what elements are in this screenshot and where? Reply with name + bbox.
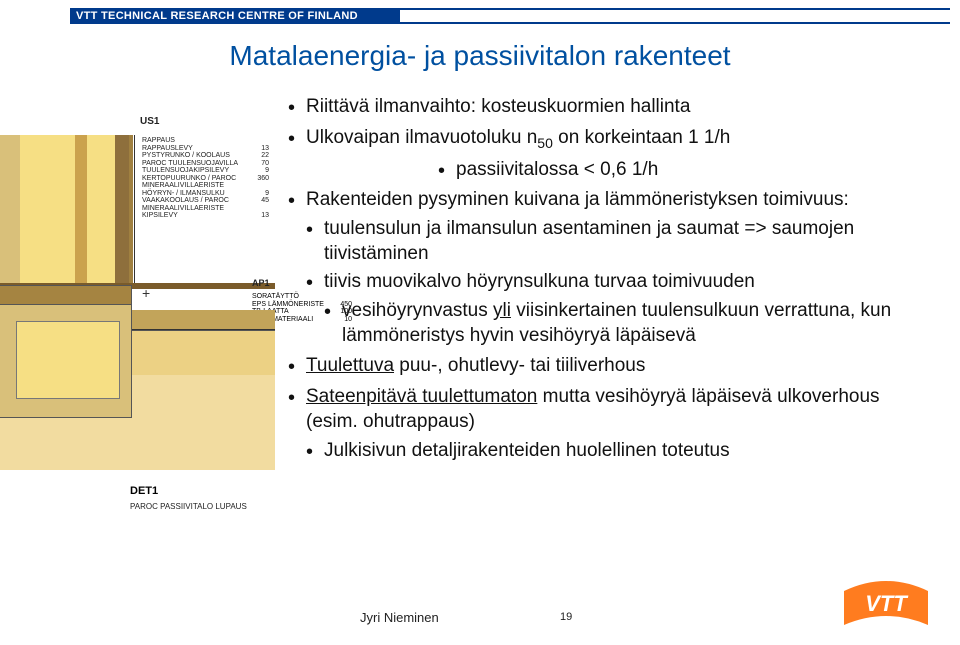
layer-row: RAPPAUSLEVY13 bbox=[142, 145, 269, 153]
layer-insulation-outer bbox=[20, 135, 75, 285]
bullet-l2-list: tuulensulun ja ilmansulun asentaminen ja… bbox=[306, 217, 930, 348]
bullet-l1: Tuulettuva puu-, ohutlevy- tai tiiliverh… bbox=[288, 354, 930, 379]
bullet-l2: tiivis muovikalvo höyrynsulkuna turvaa t… bbox=[306, 270, 930, 348]
layer-name: MINERAALIVILLAERISTE bbox=[142, 205, 247, 213]
bullet-l2: tuulensulun ja ilmansulun asentaminen ja… bbox=[306, 217, 930, 266]
layer-val: 360 bbox=[247, 175, 269, 183]
slide: VTT TECHNICAL RESEARCH CENTRE OF FINLAND… bbox=[0, 0, 960, 645]
header-rule-top bbox=[400, 8, 950, 10]
vtt-logo-text: VTT bbox=[865, 591, 908, 616]
layer-row: RAPPAUS bbox=[142, 137, 269, 145]
layer-row: HÖYRYN- / ILMANSULKU9 bbox=[142, 190, 269, 198]
vtt-logo: VTT bbox=[840, 577, 932, 629]
layer-batten bbox=[75, 135, 87, 285]
bullet-l3-list: vesihöyrynvastus yli viisinkertainen tuu… bbox=[324, 299, 930, 348]
layer-insulation-inner bbox=[87, 135, 115, 285]
bullet-l2-list: Julkisivun detaljirakenteiden huolelline… bbox=[306, 439, 930, 464]
footing-plate bbox=[0, 285, 132, 305]
bullet-l1: Ulkovaipan ilmavuotoluku n50 on korkeint… bbox=[288, 126, 930, 152]
layer-name: KERTOPUURUNKO / PAROC bbox=[142, 175, 247, 183]
layer-row: PYSTYRUNKO / KOOLAUS22 bbox=[142, 152, 269, 160]
layer-val: 70 bbox=[247, 160, 269, 168]
detail-code: DET1 bbox=[130, 485, 158, 497]
layer-row: PAROC TUULENSUOJAVILLA70 bbox=[142, 160, 269, 168]
layer-val: 45 bbox=[247, 197, 269, 205]
layer-name: KIPSILEVY bbox=[142, 212, 247, 220]
layer-name: PYSTYRUNKO / KOOLAUS bbox=[142, 152, 247, 160]
slide-title: Matalaenergia- ja passiivitalon rakentee… bbox=[0, 40, 960, 72]
layer-name: MINERAALIVILLAERISTE bbox=[142, 182, 247, 190]
foundation-slab bbox=[0, 285, 275, 470]
layer-name: TUULENSUOJAKIPSILEVY bbox=[142, 167, 247, 175]
layer-name: RAPPAUS bbox=[142, 137, 247, 145]
header-rule-bot bbox=[400, 22, 950, 24]
layer-val: 9 bbox=[247, 167, 269, 175]
bullet-list: Riittävä ilmanvaihto: kosteuskuormien ha… bbox=[288, 95, 930, 463]
layer-slab-concrete bbox=[120, 310, 275, 330]
section-code-us1: US1 bbox=[140, 117, 159, 128]
detail-subtitle: PAROC PASSIIVITALO LUPAUS bbox=[130, 503, 247, 511]
layer-val: 9 bbox=[247, 190, 269, 198]
diagram-column: IS RAKENNE- N MUKAISESTI US1 RAPPAUSRAPP… bbox=[0, 95, 280, 575]
main-row: IS RAKENNE- N MUKAISESTI US1 RAPPAUSRAPP… bbox=[0, 95, 930, 575]
layers-us1: RAPPAUSRAPPAUSLEVY13PYSTYRUNKO / KOOLAUS… bbox=[142, 137, 269, 220]
layer-val bbox=[247, 182, 269, 190]
bullet-column: Riittävä ilmanvaihto: kosteuskuormien ha… bbox=[280, 95, 930, 575]
wall-assembly bbox=[0, 135, 135, 285]
footing-insulation bbox=[16, 321, 120, 399]
bullet-l1: passiivitalossa < 0,6 1/h bbox=[438, 158, 930, 183]
layer-val: 22 bbox=[247, 152, 269, 160]
footer-author: Jyri Nieminen bbox=[360, 610, 439, 625]
layer-row: MINERAALIVILLAERISTE bbox=[142, 205, 269, 213]
layer-val: 13 bbox=[247, 212, 269, 220]
layer-name: HÖYRYN- / ILMANSULKU bbox=[142, 190, 247, 198]
bullet-l2: Julkisivun detaljirakenteiden huolelline… bbox=[306, 439, 930, 464]
bullet-l1: Riittävä ilmanvaihto: kosteuskuormien ha… bbox=[288, 95, 930, 120]
layer-val bbox=[247, 137, 269, 145]
footer: Jyri Nieminen 19 VTT bbox=[0, 583, 960, 633]
layer-slab-insulation bbox=[120, 330, 275, 375]
layer-val bbox=[247, 205, 269, 213]
layer-render bbox=[0, 135, 20, 285]
layer-name: PAROC TUULENSUOJAVILLA bbox=[142, 160, 247, 168]
footer-page-number: 19 bbox=[560, 611, 572, 623]
layer-val: 13 bbox=[247, 145, 269, 153]
wall-section-diagram: IS RAKENNE- N MUKAISESTI US1 RAPPAUSRAPP… bbox=[0, 135, 275, 475]
header-org: VTT TECHNICAL RESEARCH CENTRE OF FINLAND bbox=[70, 8, 400, 24]
layer-board bbox=[115, 135, 129, 285]
layer-row: KERTOPUURUNKO / PAROC360 bbox=[142, 175, 269, 183]
layer-name: VAAKAKOOLAUS / PAROC bbox=[142, 197, 247, 205]
layer-row: VAAKAKOOLAUS / PAROC45 bbox=[142, 197, 269, 205]
bullet-l1: Sateenpitävä tuulettumaton mutta vesihöy… bbox=[288, 385, 930, 463]
layer-row: KIPSILEVY13 bbox=[142, 212, 269, 220]
layer-lining bbox=[129, 135, 133, 285]
bullet-l3: vesihöyrynvastus yli viisinkertainen tuu… bbox=[324, 299, 930, 348]
layer-row: TUULENSUOJAKIPSILEVY9 bbox=[142, 167, 269, 175]
layer-row: MINERAALIVILLAERISTE bbox=[142, 182, 269, 190]
layer-name: RAPPAUSLEVY bbox=[142, 145, 247, 153]
bullet-l1: Rakenteiden pysyminen kuivana ja lämmöne… bbox=[288, 188, 930, 348]
